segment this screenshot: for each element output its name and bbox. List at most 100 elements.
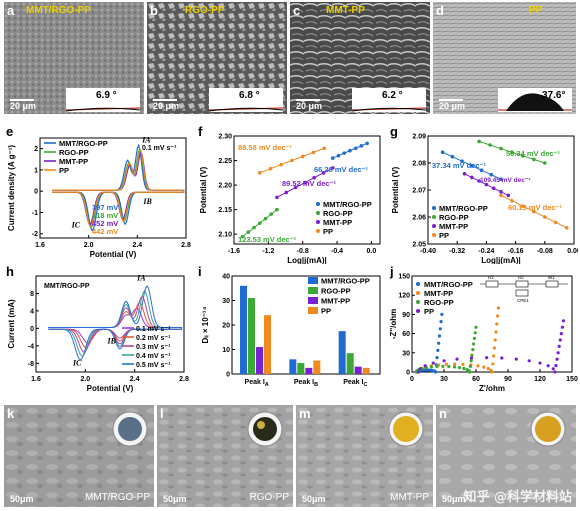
eis-point [472,342,476,346]
legend-entry: MMT-PP [321,297,350,306]
equivalent-circuit: R1 R2 CPE1 W1 [480,275,568,303]
tafel-point [543,215,547,219]
x-tick-label: 2.0 [84,242,94,249]
tafel-point [553,220,558,225]
bar [264,315,271,374]
tafel-point [510,150,514,154]
tafel-point [479,168,484,172]
eis-point [561,319,566,323]
tafel-point [359,144,364,148]
sem-bottom-pp: n 50μm [436,405,576,507]
sem-image-mmt-rgo-pp: a MMT/RGO-PP 20 μm 6.9 ° [4,2,144,114]
sem-title: RGO-PP [185,5,225,16]
bar [338,331,346,374]
cv-chart: 1.6 2.0 2.4 2.8 -2 -1 0 1 2 Potential (V) Current … [7,135,191,259]
eis-point [495,322,499,326]
eis-point [560,325,564,329]
y-tick-label: 4 [30,308,34,315]
scale-label: 50μm [302,494,326,504]
legend-entry: MMT/RGO-PP [323,200,372,209]
slope-label: 89.52 mV dec⁻¹ [282,179,336,188]
tafel-chart-g: -0.40 -0.32 -0.24 -0.16 -0.08 0.00 2.05 2.06 2.0… [391,134,578,265]
x-tick-label: 0.00 [567,248,578,255]
plot-frame [39,137,187,239]
peak-label-a: IA [141,135,151,144]
legend-swatch [416,282,420,286]
sem-image-rgo-pp: b RGO-PP 20 μm 6.8 ° [147,2,287,114]
x-axis-label: Log|j(mA)| [287,256,327,264]
tafel-point [470,175,474,180]
bar [240,285,247,374]
eis-point [470,353,474,357]
y-tick-label: 0 [30,326,34,333]
sem-texture [436,405,576,507]
legend-swatch [308,307,318,314]
tafel-point [293,185,298,190]
sem-image-mmt-pp: c MMT-PP 20 μm 6.2 ° [290,2,430,114]
eis-point [437,341,441,345]
eis-point [551,367,555,371]
y-tick-label: 150 [398,274,410,281]
eis-point [440,312,444,316]
eis-point [423,364,427,368]
x-tick-label: -0.08 [537,248,553,255]
contact-angle-value: 37.6° [542,90,566,101]
eis-point [492,354,496,358]
legend-entry: PP [439,231,449,240]
eis-point [493,338,497,342]
y-tick-label: 2.30 [218,134,232,141]
peak-label-c: IC [71,220,81,229]
eis-point [473,331,477,335]
legend-entry: PP [59,166,69,175]
tafel-point [268,166,273,171]
y-tick-label: 20 [222,323,230,330]
eis-point [452,365,457,369]
tafel-point [521,154,525,158]
slope-label: 60.13 mV dec⁻¹ [508,203,562,212]
x-tick-label: -1.2 [262,248,274,255]
circuit-resistor [515,280,529,288]
x-axis-label: Potential (V) [90,250,137,259]
slope-label: 88.58 mV dec⁻¹ [238,143,292,152]
y-tick-label: -8 [28,361,34,368]
contact-angle-inset: 6.8 ° [209,88,283,112]
eis-point [444,362,448,366]
y-axis-label: Current (mA) [7,299,16,349]
tafel-point [257,171,262,175]
legend-entry: 0.5 mV s⁻¹ [136,362,171,369]
tafel-point [275,207,279,212]
legend-entry: 0.1 mV s⁻¹ [136,326,171,333]
panel-label: h [6,264,14,279]
cv-series-line [52,149,185,227]
sem-bottom-mmt-pp: m 50μm MMT-PP [296,405,433,507]
x-tick-label: 2.4 [130,376,140,383]
eis-point [546,364,550,368]
sem-title: MMT/RGO-PP [85,492,150,503]
tafel-point [330,156,335,160]
eis-point [469,359,473,363]
tafel-point [450,154,455,159]
scale-label: 20 μm [296,101,323,111]
circuit-warburg [545,280,559,288]
panel-label: f [198,124,203,139]
scale-bar [153,99,177,101]
y-axis-label: Dₗᵢ × 10⁻¹⁴ [201,306,210,343]
bar [248,298,255,374]
y-tick-label: -1 [32,210,38,217]
eis-point [431,361,435,365]
eis-point [476,364,480,368]
eis-point [496,314,500,318]
scale-label: 20 μm [10,101,37,111]
circuit-label: R2 [518,275,524,280]
eis-point [491,362,495,366]
sem-title: MMT/RGO-PP [26,5,91,16]
legend-swatch [308,297,318,304]
y-tick-label: -2 [32,231,38,238]
panel-label: n [439,406,447,421]
x-tick-label: 30 [440,376,448,383]
peak-label-c: IC [72,358,82,367]
y-tick-label: 2 [34,146,38,153]
legend-entry: MMT-PP [424,289,453,298]
tafel-point [311,150,316,155]
sem-title: MMT-PP [390,492,429,503]
